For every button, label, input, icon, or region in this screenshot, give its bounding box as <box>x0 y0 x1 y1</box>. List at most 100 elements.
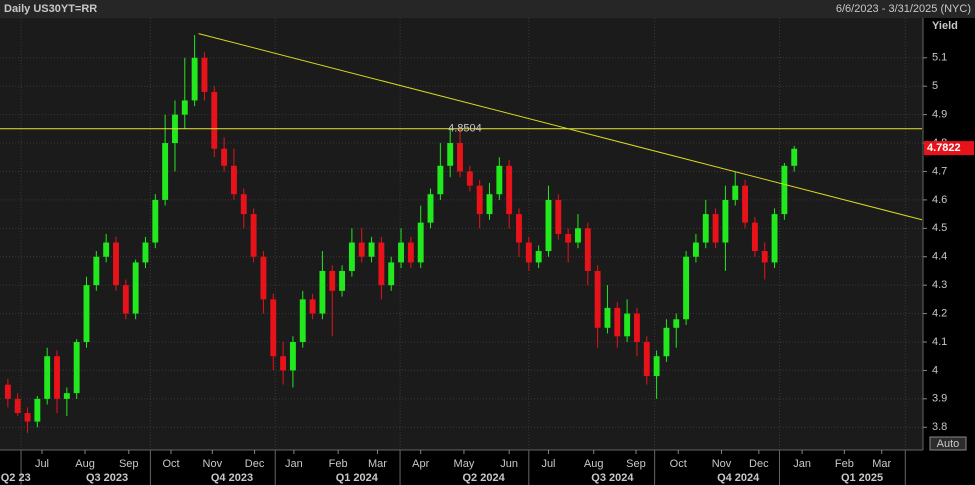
header-bar <box>0 0 975 18</box>
trendline <box>198 33 923 221</box>
candle-body <box>545 199 552 252</box>
candle-body <box>122 285 129 314</box>
quarter-label: Q2 2024 <box>463 472 506 484</box>
x-tick-label: Feb <box>329 458 348 470</box>
quarter-label: Q2 23 <box>1 472 31 484</box>
x-tick-label: Dec <box>749 458 769 470</box>
x-tick-label: Aug <box>584 458 604 470</box>
x-tick-label: Sep <box>119 458 139 470</box>
candle-body <box>299 299 306 342</box>
quarter-label: Q3 2024 <box>591 472 634 484</box>
x-tick-label: Jan <box>793 458 811 470</box>
candle-body <box>457 143 463 172</box>
quarter-label: Q1 2025 <box>841 472 883 484</box>
candle-body <box>280 356 287 371</box>
candle-body <box>14 398 21 414</box>
candle-body <box>732 185 739 200</box>
candle-body <box>63 393 70 399</box>
candle-body <box>761 251 768 263</box>
candle-body <box>339 270 346 291</box>
y-tick-label: 3.8 <box>932 421 947 433</box>
y-tick-label: 5 <box>932 80 938 92</box>
candle-body <box>447 143 454 166</box>
candle-body <box>270 299 277 357</box>
candle-body <box>83 285 90 342</box>
x-tick-label: Nov <box>203 458 223 470</box>
quarter-label: Q1 2024 <box>336 472 379 484</box>
auto-button[interactable] <box>929 436 967 451</box>
x-tick-label: Mar <box>872 458 891 470</box>
candle-body <box>712 214 719 243</box>
last-price-tag <box>924 141 974 156</box>
x-tick-label: Aug <box>75 458 95 470</box>
x-tick-label: Nov <box>712 458 732 470</box>
y-tick-label: 4.6 <box>932 194 947 206</box>
candle-body <box>358 242 365 257</box>
candle-body <box>565 234 572 243</box>
candle-body <box>771 214 778 263</box>
candle-body <box>427 194 434 223</box>
candle-body <box>44 356 51 399</box>
x-tick-label: Feb <box>835 458 854 470</box>
x-tick-label: Jan <box>285 458 303 470</box>
candle-body <box>398 242 404 263</box>
candle-body <box>191 57 198 101</box>
x-tick-label: Oct <box>162 458 179 470</box>
quarter-label: Q4 2023 <box>211 472 253 484</box>
candle-body <box>289 342 296 371</box>
candle-body <box>348 242 355 271</box>
y-tick-label: 4.5 <box>932 222 947 234</box>
candle-body <box>4 384 11 399</box>
candle-body <box>663 327 670 357</box>
x-tick-label: May <box>454 458 475 470</box>
candle-body <box>643 342 650 377</box>
y-tick-label: 4.4 <box>932 251 947 263</box>
candle-body <box>388 262 395 286</box>
candle-body <box>584 228 591 271</box>
candle-body <box>555 199 562 234</box>
candle-body <box>329 270 336 291</box>
candle-body <box>624 313 631 337</box>
candle-body <box>34 398 41 422</box>
y-tick-label: 4.9 <box>932 109 947 121</box>
candle-body <box>152 199 159 243</box>
candle-body <box>751 222 758 252</box>
y-tick-label: 4.7 <box>932 165 947 177</box>
candle-body <box>722 199 729 243</box>
candle-body <box>417 222 424 263</box>
candle-body <box>221 148 228 166</box>
date-range: 6/6/2023 - 3/31/2025 (NYC) <box>836 3 971 15</box>
x-tick-label: Oct <box>670 458 687 470</box>
candle-body <box>201 57 208 92</box>
candle-body <box>260 256 267 300</box>
candle-body <box>240 194 247 215</box>
candle-body <box>54 356 60 399</box>
candle-body <box>673 319 680 328</box>
x-tick-label: Jul <box>541 458 555 470</box>
candle-body <box>653 356 660 377</box>
candle-body <box>230 165 237 195</box>
candle-body <box>506 165 513 215</box>
candle-body <box>702 214 709 243</box>
candle-body <box>791 148 798 166</box>
x-tick-label: Apr <box>412 458 429 470</box>
y-tick-label: 4 <box>932 364 938 376</box>
candle-body <box>378 242 385 286</box>
candle-body <box>604 307 611 328</box>
candle-body <box>525 242 532 263</box>
auto-button-label[interactable]: Auto <box>937 438 960 450</box>
candle-body <box>496 165 503 195</box>
candle-body <box>594 270 601 328</box>
candle-body <box>211 91 218 149</box>
candle-body <box>683 256 690 320</box>
candle-body <box>113 242 119 286</box>
y-tick-label: 3.9 <box>932 393 947 405</box>
level-label: 4.8504 <box>448 123 482 135</box>
candle-body <box>142 242 149 263</box>
candle-body <box>103 242 110 257</box>
candle-body <box>368 242 375 257</box>
candle-body <box>407 242 414 263</box>
candle-body <box>437 165 444 195</box>
candle-body <box>742 185 749 223</box>
